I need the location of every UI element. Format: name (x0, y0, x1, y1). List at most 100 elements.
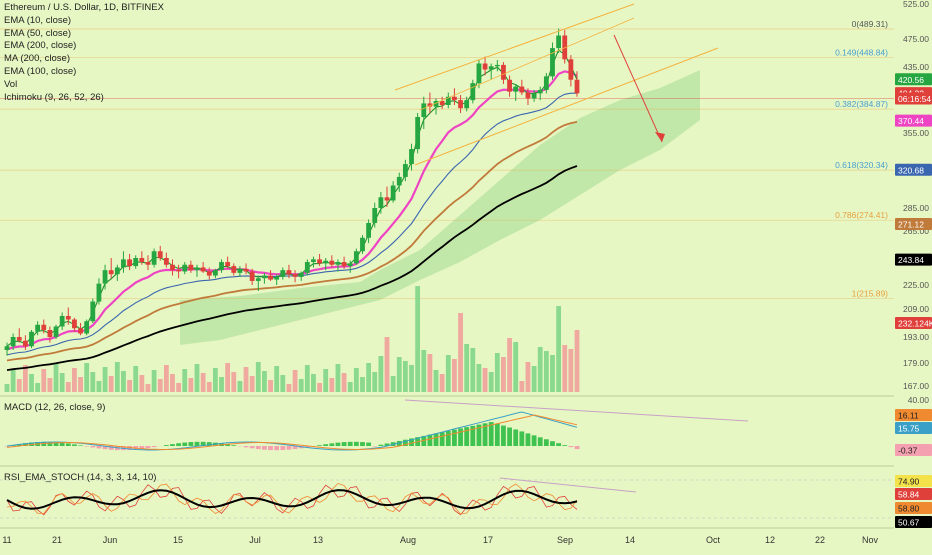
volume-bar (84, 363, 89, 392)
y-tick-label: 525.00 (903, 0, 929, 9)
volume-bar (17, 379, 22, 392)
macd-hist-bar (274, 446, 279, 450)
volume-bar (317, 383, 322, 392)
x-tick-label: Aug (400, 535, 416, 545)
candle-body (421, 103, 426, 117)
macd-hist-bar (268, 446, 273, 450)
volume-bar (109, 376, 114, 392)
legend-ema100[interactable]: EMA (100, close) (4, 66, 164, 79)
macd-hist-bar (458, 428, 463, 446)
macd-hist-bar (146, 446, 151, 448)
legend-ma200[interactable]: MA (200, close) (4, 53, 164, 66)
fib-label: 1(215.89) (852, 289, 889, 299)
candle-body (127, 259, 132, 266)
symbol-title[interactable]: Ethereum / U.S. Dollar, 1D, BITFINEX (4, 2, 164, 15)
macd-hist-bar (317, 445, 322, 446)
fib-label: 0(489.31) (852, 19, 889, 29)
candle-body (568, 59, 573, 79)
candle-body (60, 316, 65, 327)
macd-hist-bar (90, 446, 95, 447)
macd-hist-bar (164, 445, 169, 446)
volume-bar (501, 357, 506, 392)
volume-bar (329, 378, 334, 392)
macd-hist-bar (440, 432, 445, 446)
volume-bar (219, 377, 224, 392)
price-tag: 271.12 (895, 218, 932, 230)
volume-bar (268, 380, 273, 392)
volume-bar (250, 376, 255, 392)
volume-bar (342, 373, 347, 392)
macd-hist-bar (507, 428, 512, 446)
volume-bar (446, 355, 451, 392)
macd-tag: 16.11 (895, 409, 932, 421)
macd-tag: -0.37 (895, 444, 932, 456)
y-tick-label: 355.00 (903, 128, 929, 138)
macd-hist-bar (532, 435, 537, 446)
legend-ema200[interactable]: EMA (200, close) (4, 40, 164, 53)
macd-hist-bar (372, 446, 377, 447)
volume-bar (231, 372, 236, 392)
volume-bar (152, 370, 157, 392)
volume-bar (526, 362, 531, 392)
macd-hist-bar (428, 435, 433, 446)
volume-bar (170, 374, 175, 392)
candle-body (385, 197, 390, 200)
volume-bar (477, 364, 482, 392)
candle-body (372, 208, 377, 223)
volume-bar (305, 365, 310, 392)
legend-vol[interactable]: Vol (4, 79, 164, 92)
volume-bar (29, 374, 34, 392)
price-tag: 232.124K (895, 317, 932, 329)
volume-bar (428, 354, 433, 392)
candle-body (90, 302, 95, 322)
stoch-d-line (7, 483, 577, 514)
candle-body (575, 80, 580, 94)
y-tick-label: 193.00 (903, 332, 929, 342)
candle-body (256, 278, 261, 281)
candle-body (311, 259, 316, 262)
candle-body (207, 272, 212, 276)
volume-bar (519, 381, 524, 392)
macd-trendline (405, 400, 748, 421)
x-tick-label: Oct (706, 535, 721, 545)
volume-bar (575, 330, 580, 392)
macd-hist-bar (434, 433, 439, 446)
price-tag-text: 420.56 (898, 75, 924, 85)
macd-hist-bar (501, 426, 506, 446)
legend-ema10[interactable]: EMA (10, close) (4, 15, 164, 28)
rsi-tag: 58.80 (895, 502, 932, 514)
candle-body (188, 265, 193, 270)
rsi-pane-label[interactable]: RSI_EMA_STOCH (14, 3, 3, 14, 10) (4, 472, 156, 483)
legend-ema50[interactable]: EMA (50, close) (4, 28, 164, 41)
macd-hist-bar (262, 446, 267, 450)
candle-body (250, 272, 255, 281)
macd-hist-bar (354, 442, 359, 446)
macd-hist-bar (66, 443, 71, 446)
volume-bar (458, 313, 463, 392)
ichimoku-cloud (180, 70, 700, 345)
macd-tag: 15.75 (895, 422, 932, 434)
candle-body (48, 330, 53, 337)
candle-body (452, 97, 457, 100)
candle-body (477, 64, 482, 84)
legend-ichimoku[interactable]: Ichimoku (9, 26, 52, 26) (4, 92, 164, 105)
price-tag-text: 243.84 (898, 255, 924, 265)
price-tag-text: 58.84 (898, 490, 920, 500)
macd-hist-bar (250, 446, 255, 448)
macd-hist-bar (323, 444, 328, 446)
macd-tick-label: 40.00 (908, 395, 930, 405)
candle-body (66, 316, 71, 320)
macd-hist-bar (176, 443, 181, 446)
macd-hist-bar (495, 424, 500, 446)
price-tag: 370.44 (895, 115, 932, 127)
macd-hist-bar (188, 442, 193, 446)
volume-bar (5, 384, 10, 392)
volume-bar (280, 375, 285, 392)
fib-label: 0.618(320.34) (835, 160, 888, 170)
macd-hist-bar (72, 444, 77, 446)
candle-body (317, 259, 322, 263)
candle-body (213, 270, 218, 275)
volume-bar (415, 286, 420, 392)
macd-pane-label[interactable]: MACD (12, 26, close, 9) (4, 402, 105, 413)
price-tag-text: 16.11 (898, 411, 919, 421)
